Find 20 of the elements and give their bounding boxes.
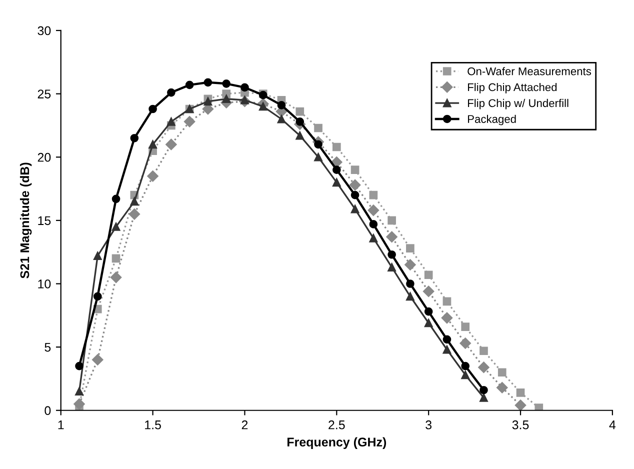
y-tick-label: 25	[38, 90, 51, 98]
x-tick-label: 4	[609, 420, 616, 430]
y-tick-label: 10	[38, 280, 51, 288]
legend-label: Flip Chip Attached	[468, 82, 557, 94]
legend-label: On-Wafer Measurements	[468, 67, 592, 76]
legend-label: Packaged	[468, 114, 516, 126]
y-tick-label: 15	[38, 216, 51, 226]
x-tick-label: 3.5	[512, 420, 529, 430]
y-tick-label: 5	[44, 342, 51, 352]
legend-label: Flip Chip w/ Underfill	[468, 98, 568, 110]
x-tick-label: 3	[426, 420, 432, 430]
x-tick-label: 1.5	[145, 420, 161, 430]
x-tick-label: 2.5	[328, 420, 345, 430]
y-tick-label: 0	[44, 406, 51, 416]
x-tick-label: 2	[242, 420, 248, 430]
y-tick-label: 30	[38, 26, 51, 36]
y-axis-title: S21 Magnitude (dB)	[20, 162, 32, 278]
x-tick-label: 1	[58, 420, 64, 430]
y-tick-label: 20	[38, 152, 51, 162]
x-axis-title: Frequency (GHz)	[287, 437, 386, 449]
